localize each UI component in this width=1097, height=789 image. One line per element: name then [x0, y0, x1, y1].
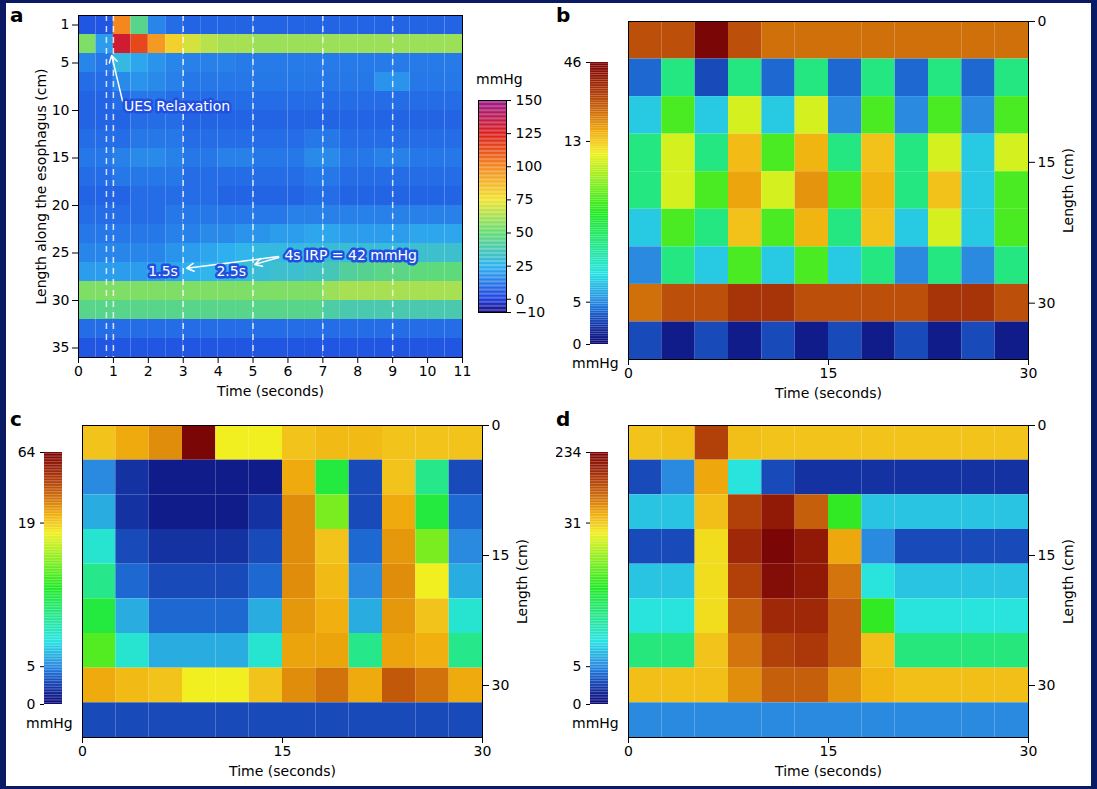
html-text:a: a [10, 3, 24, 27]
svg-text:3: 3 [179, 363, 188, 379]
svg-text:Time (seconds): Time (seconds) [774, 385, 882, 401]
svg-text:30: 30 [474, 743, 492, 759]
html-text:d: d [556, 407, 571, 431]
svg-text:30: 30 [492, 677, 510, 693]
svg-text:15: 15 [820, 365, 838, 381]
svg-text:Time (seconds): Time (seconds) [774, 763, 882, 779]
svg-text:30: 30 [52, 292, 70, 308]
svg-text:0: 0 [74, 363, 83, 379]
svg-text:15: 15 [1038, 547, 1056, 563]
svg-text:15: 15 [274, 743, 292, 759]
svg-text:11: 11 [454, 363, 472, 379]
svg-text:31: 31 [564, 515, 582, 531]
svg-text:4: 4 [214, 363, 223, 379]
svg-text:1.5s: 1.5s [148, 263, 178, 279]
svg-text:Length (cm): Length (cm) [1060, 148, 1076, 233]
svg-text:UES Relaxation: UES Relaxation [124, 98, 230, 114]
svg-text:2: 2 [144, 363, 153, 379]
svg-text:0: 0 [573, 336, 582, 352]
svg-text:25: 25 [516, 258, 534, 274]
svg-text:1: 1 [61, 16, 70, 32]
svg-text:Length (cm): Length (cm) [1060, 539, 1076, 624]
svg-text:Length along the esophagus (cm: Length along the esophagus (cm) [33, 69, 49, 305]
svg-text:5: 5 [573, 294, 582, 310]
svg-text:10: 10 [52, 102, 70, 118]
html-text:mmHg: mmHg [572, 715, 619, 731]
svg-text:7: 7 [318, 363, 327, 379]
svg-text:Time (seconds): Time (seconds) [216, 383, 324, 399]
html-text:mmHg: mmHg [26, 715, 73, 731]
svg-text:9: 9 [388, 363, 397, 379]
svg-text:5: 5 [27, 658, 36, 674]
svg-text:50: 50 [516, 224, 534, 240]
html-text:mmHg: mmHg [476, 71, 523, 87]
svg-text:0: 0 [624, 743, 633, 759]
html-text:c: c [10, 407, 22, 431]
svg-text:8: 8 [353, 363, 362, 379]
svg-text:20: 20 [52, 197, 70, 213]
html-text:mmHg: mmHg [572, 355, 619, 371]
svg-text:5: 5 [573, 658, 582, 674]
svg-text:30: 30 [1020, 365, 1038, 381]
svg-text:Time (seconds): Time (seconds) [228, 763, 336, 779]
html-text:b: b [556, 3, 571, 27]
svg-text:6: 6 [283, 363, 292, 379]
svg-text:46: 46 [564, 54, 582, 70]
svg-text:0: 0 [27, 696, 36, 712]
svg-text:234: 234 [556, 444, 582, 460]
svg-text:0: 0 [492, 417, 501, 433]
svg-text:13: 13 [564, 133, 582, 149]
svg-text:5: 5 [249, 363, 258, 379]
svg-text:5: 5 [61, 54, 70, 70]
svg-text:0: 0 [1038, 13, 1047, 29]
svg-text:19: 19 [18, 515, 36, 531]
svg-text:10: 10 [419, 363, 437, 379]
svg-text:Length (cm): Length (cm) [514, 539, 530, 624]
svg-text:100: 100 [516, 158, 543, 174]
svg-text:25: 25 [52, 244, 70, 260]
svg-text:4s IRP = 42 mmHg: 4s IRP = 42 mmHg [284, 247, 417, 263]
svg-text:0: 0 [573, 696, 582, 712]
svg-text:0: 0 [78, 743, 87, 759]
svg-text:2.5s: 2.5s [216, 263, 246, 279]
svg-text:1: 1 [109, 363, 118, 379]
svg-text:15: 15 [1038, 154, 1056, 170]
svg-text:15: 15 [820, 743, 838, 759]
svg-text:0: 0 [624, 365, 633, 381]
svg-text:15: 15 [52, 149, 70, 165]
svg-text:125: 125 [516, 125, 543, 141]
svg-text:0: 0 [516, 291, 525, 307]
svg-text:30: 30 [1038, 677, 1056, 693]
svg-text:30: 30 [1038, 295, 1056, 311]
svg-text:15: 15 [492, 547, 510, 563]
svg-text:75: 75 [516, 191, 534, 207]
svg-text:64: 64 [18, 444, 36, 460]
svg-text:150: 150 [516, 92, 543, 108]
svg-text:0: 0 [1038, 417, 1047, 433]
svg-text:30: 30 [1020, 743, 1038, 759]
svg-text:35: 35 [52, 339, 70, 355]
svg-text:−10: −10 [515, 304, 545, 320]
